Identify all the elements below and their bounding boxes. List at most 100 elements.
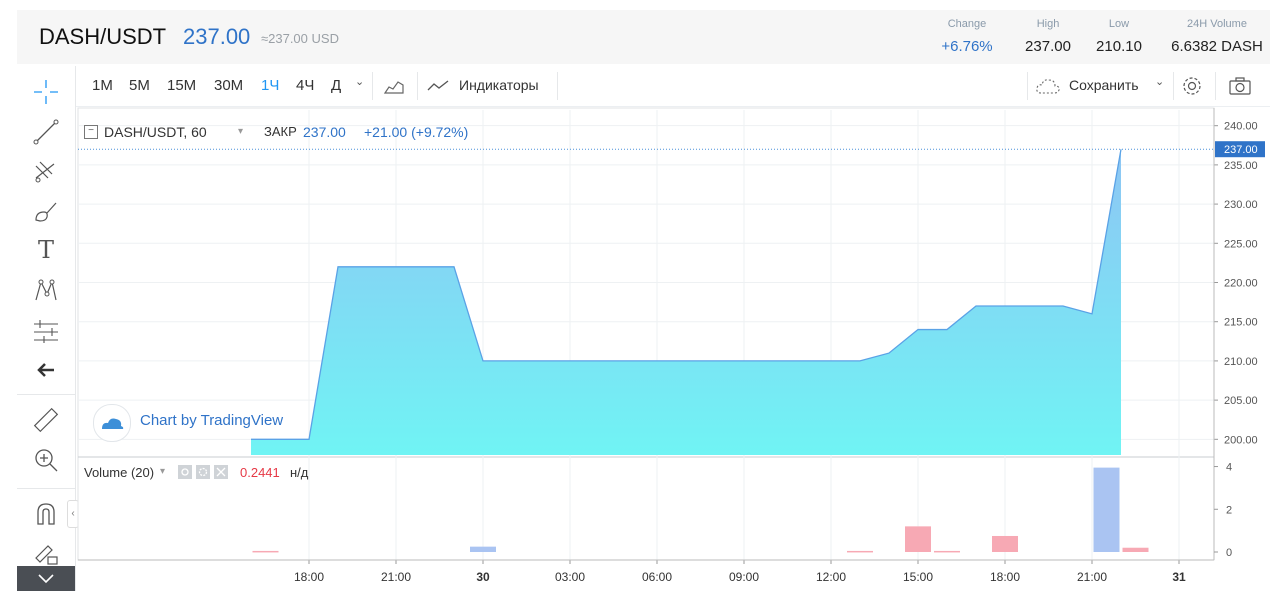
camera-icon[interactable] [1228, 76, 1252, 101]
arrow-left-icon[interactable] [17, 356, 75, 389]
y-tick-label: 200.00 [1224, 434, 1258, 446]
tf-30m[interactable]: 30M [214, 77, 244, 94]
save-button[interactable]: Сохранить [1069, 77, 1139, 93]
toolbar-divider [557, 72, 558, 100]
zoom-in-icon[interactable] [17, 446, 75, 479]
x-tick-label: 18:00 [294, 570, 324, 584]
legend-close-label: ЗАКР [264, 124, 297, 139]
volume-legend-label: Volume (20) [84, 465, 155, 480]
forecast-icon[interactable] [17, 316, 75, 349]
x-tick-label: 31 [1172, 570, 1186, 584]
y-tick-label: 205.00 [1224, 395, 1258, 407]
toolbar-divider [1173, 72, 1174, 100]
brush-icon[interactable] [17, 198, 75, 231]
tf-1h[interactable]: 1Ч [261, 77, 280, 94]
legend-chevron-down-icon[interactable]: ▾ [238, 126, 244, 137]
drawing-toolbar: T [17, 66, 76, 591]
y-tick-label: 235.00 [1224, 160, 1258, 172]
vol-y-tick-label: 0 [1226, 547, 1232, 559]
tf-15m[interactable]: 15M [167, 77, 197, 94]
change-label: Change [947, 18, 987, 30]
magnet-icon[interactable] [17, 500, 75, 533]
vol-y-tick-label: 2 [1226, 504, 1232, 516]
tool-divider [17, 394, 75, 395]
ruler-icon[interactable] [17, 406, 75, 439]
x-tick-label: 09:00 [729, 570, 759, 584]
fib-icon[interactable] [17, 158, 75, 191]
volume-bar [905, 526, 931, 552]
tf-5m[interactable]: 5M [129, 77, 150, 94]
change-value: +6.76% [941, 38, 993, 55]
y-tick-label: 230.00 [1224, 199, 1258, 211]
y-tick-label: 210.00 [1224, 356, 1258, 368]
vol-y-tick-label: 4 [1226, 462, 1232, 474]
volume-legend-actions[interactable] [178, 465, 232, 479]
gear-icon[interactable] [1181, 75, 1203, 102]
volume-bar [252, 550, 279, 553]
crosshair-icon[interactable] [17, 78, 75, 111]
x-tick-label: 03:00 [555, 570, 585, 584]
volume24-label: 24H Volume [1187, 18, 1247, 30]
expand-tools-button[interactable] [17, 566, 75, 591]
text-icon[interactable]: T [37, 236, 54, 264]
ticker-header: DASH/USDT 237.00 ≈237.00 USD Change +6.7… [17, 10, 1270, 64]
chevron-down-icon [38, 574, 54, 584]
last-price-marker [1215, 141, 1265, 158]
tradingview-watermark[interactable]: Chart by TradingView [140, 412, 284, 429]
x-tick-label: 06:00 [642, 570, 672, 584]
volume-legend-value: 0.2441 [240, 465, 280, 480]
volume-bar [1122, 547, 1149, 552]
volume24-value: 6.6382 DASH [1171, 38, 1263, 55]
low-value: 210.10 [1096, 38, 1142, 55]
legend-change: +21.00 (+9.72%) [364, 124, 469, 140]
high-label: High [1036, 18, 1060, 30]
last-price: 237.00 [183, 24, 251, 49]
y-tick-label: 225.00 [1224, 238, 1258, 250]
volume-bar [992, 535, 1018, 552]
volume-legend-na: н/д [290, 465, 309, 480]
x-tick-label: 18:00 [990, 570, 1020, 584]
chart-toolbar: 1M 5M 15M 30M 1Ч 4Ч Д ⌄ Индикаторы Сохра… [17, 66, 1270, 107]
volume-bar [847, 550, 873, 553]
x-tick-label: 21:00 [1077, 570, 1107, 584]
x-tick-label: 21:00 [381, 570, 411, 584]
tf-1m[interactable]: 1M [92, 77, 113, 94]
indicators-button[interactable]: Индикаторы [459, 77, 539, 93]
volume-bar [1093, 467, 1120, 552]
high-value: 237.00 [1025, 38, 1071, 55]
tradingview-logo-icon [93, 404, 131, 442]
trend-line-icon[interactable] [17, 118, 75, 151]
volume-bar [934, 550, 960, 553]
pattern-icon[interactable] [17, 276, 75, 309]
tf-d[interactable]: Д [331, 77, 342, 94]
volume-bar [470, 546, 496, 552]
chevron-down-icon[interactable]: ⌄ [355, 76, 365, 88]
price-usd: ≈237.00 USD [261, 31, 339, 46]
collapse-legend-icon[interactable]: − [84, 125, 98, 139]
indicators-icon[interactable] [427, 79, 449, 98]
toolbar-divider [372, 72, 373, 100]
y-tick-label: 240.00 [1224, 121, 1258, 133]
toolbar-divider [417, 72, 418, 100]
tf-4h[interactable]: 4Ч [296, 77, 315, 94]
y-tick-label: 215.00 [1224, 317, 1258, 329]
x-tick-label: 30 [476, 570, 490, 584]
lock-drawing-icon[interactable] [17, 538, 75, 571]
x-tick-label: 15:00 [903, 570, 933, 584]
price-area-fill [251, 149, 1121, 456]
toolbar-divider [1215, 72, 1216, 100]
legend-symbol: DASH/USDT, 60 [104, 124, 207, 140]
last-price-label: 237.00 [1224, 144, 1258, 156]
legend-close-value: 237.00 [303, 124, 346, 140]
pair-name: DASH/USDT [39, 24, 167, 49]
tool-divider [17, 488, 75, 489]
low-label: Low [1108, 18, 1130, 30]
x-tick-label: 12:00 [816, 570, 846, 584]
volume-chevron-down-icon[interactable]: ▾ [160, 466, 166, 477]
toolbar-divider [1027, 72, 1028, 100]
save-chevron-down-icon[interactable]: ⌄ [1155, 76, 1165, 88]
price-line [251, 149, 1122, 440]
y-tick-label: 220.00 [1224, 278, 1258, 290]
chart-style-icon[interactable] [383, 77, 405, 100]
